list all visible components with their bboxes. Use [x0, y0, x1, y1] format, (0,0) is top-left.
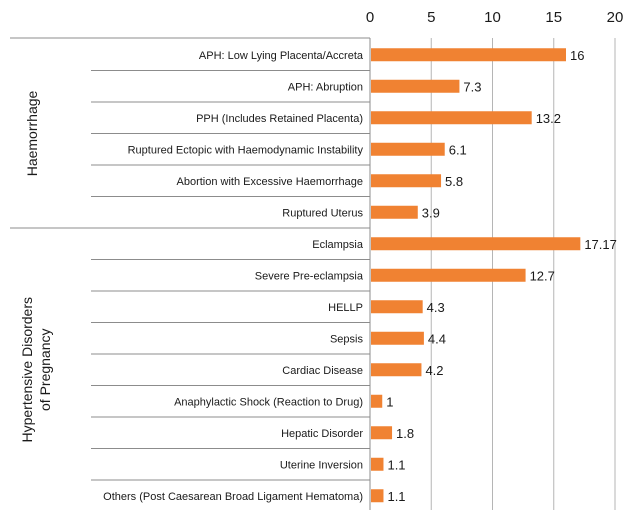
group-labels: Haemorrhage Hypertensive Disorders of Preg…	[19, 90, 53, 442]
x-tick-label: 5	[427, 9, 435, 26]
value-label: 1.1	[387, 457, 405, 472]
value-label: 1.8	[396, 426, 414, 441]
x-tick-label: 0	[366, 9, 374, 26]
value-label: 12.7	[530, 268, 555, 283]
x-tick-label: 20	[607, 9, 624, 26]
value-label: 16	[570, 48, 584, 63]
category-label: Ruptured Ectopic with Haemodynamic Insta…	[128, 144, 364, 156]
value-label: 6.1	[449, 142, 467, 157]
category-label: Eclampsia	[312, 239, 364, 251]
category-label: HELLP	[328, 302, 363, 314]
value-label: 1.1	[387, 489, 405, 504]
bar	[371, 111, 532, 125]
bar	[371, 457, 384, 471]
category-label: Cardiac Disease	[282, 365, 363, 377]
value-label: 13.2	[536, 111, 561, 126]
bars	[371, 48, 581, 503]
bar	[371, 174, 442, 188]
x-tick-label: 10	[484, 9, 501, 26]
bar	[371, 489, 384, 503]
category-label: Anaphylactic Shock (Reaction to Drug)	[174, 396, 363, 408]
category-label: APH: Low Lying Placenta/Accreta	[199, 50, 364, 62]
bar	[371, 363, 422, 377]
category-label: PPH (Includes Retained Placenta)	[196, 113, 363, 125]
axes	[10, 37, 371, 510]
category-label: APH: Abruption	[288, 81, 363, 93]
value-label: 1	[386, 394, 393, 409]
value-label: 17.17	[584, 237, 617, 252]
category-label: Sepsis	[330, 333, 364, 345]
bar	[371, 79, 460, 93]
x-tick-label: 15	[545, 9, 562, 26]
category-label: Ruptured Uterus	[282, 207, 363, 219]
bar	[371, 268, 526, 282]
x-axis-ticks: 0 5 10 15 20	[366, 9, 624, 26]
category-label: Hepatic Disorder	[281, 428, 363, 440]
value-label: 3.9	[422, 205, 440, 220]
category-label: Uterine Inversion	[280, 459, 363, 471]
bar	[371, 426, 393, 440]
bar	[371, 48, 566, 62]
category-labels: APH: Low Lying Placenta/Accreta APH: Abru…	[103, 50, 364, 503]
bar	[371, 142, 445, 156]
group-label: Haemorrhage	[24, 90, 40, 176]
value-label: 4.2	[425, 363, 443, 378]
category-label: Others (Post Caesarean Broad Ligament He…	[103, 491, 363, 503]
value-label: 4.4	[428, 331, 446, 346]
group-label: Hypertensive Disorders of Pregnancy	[19, 297, 53, 443]
value-label: 4.3	[427, 300, 445, 315]
bar	[371, 205, 418, 219]
value-label: 5.8	[445, 174, 463, 189]
bar	[371, 394, 383, 408]
value-label: 7.3	[463, 79, 481, 94]
bar	[371, 300, 423, 314]
value-labels: 16 7.3 13.2 6.1 5.8 3.9 17.17 12.7 4.3 4.4 4.2 1 1.8…	[386, 48, 617, 504]
category-label: Abortion with Excessive Haemorrhage	[177, 176, 363, 188]
category-label: Severe Pre-eclampsia	[255, 270, 364, 282]
bar	[371, 331, 424, 345]
bar	[371, 237, 581, 251]
